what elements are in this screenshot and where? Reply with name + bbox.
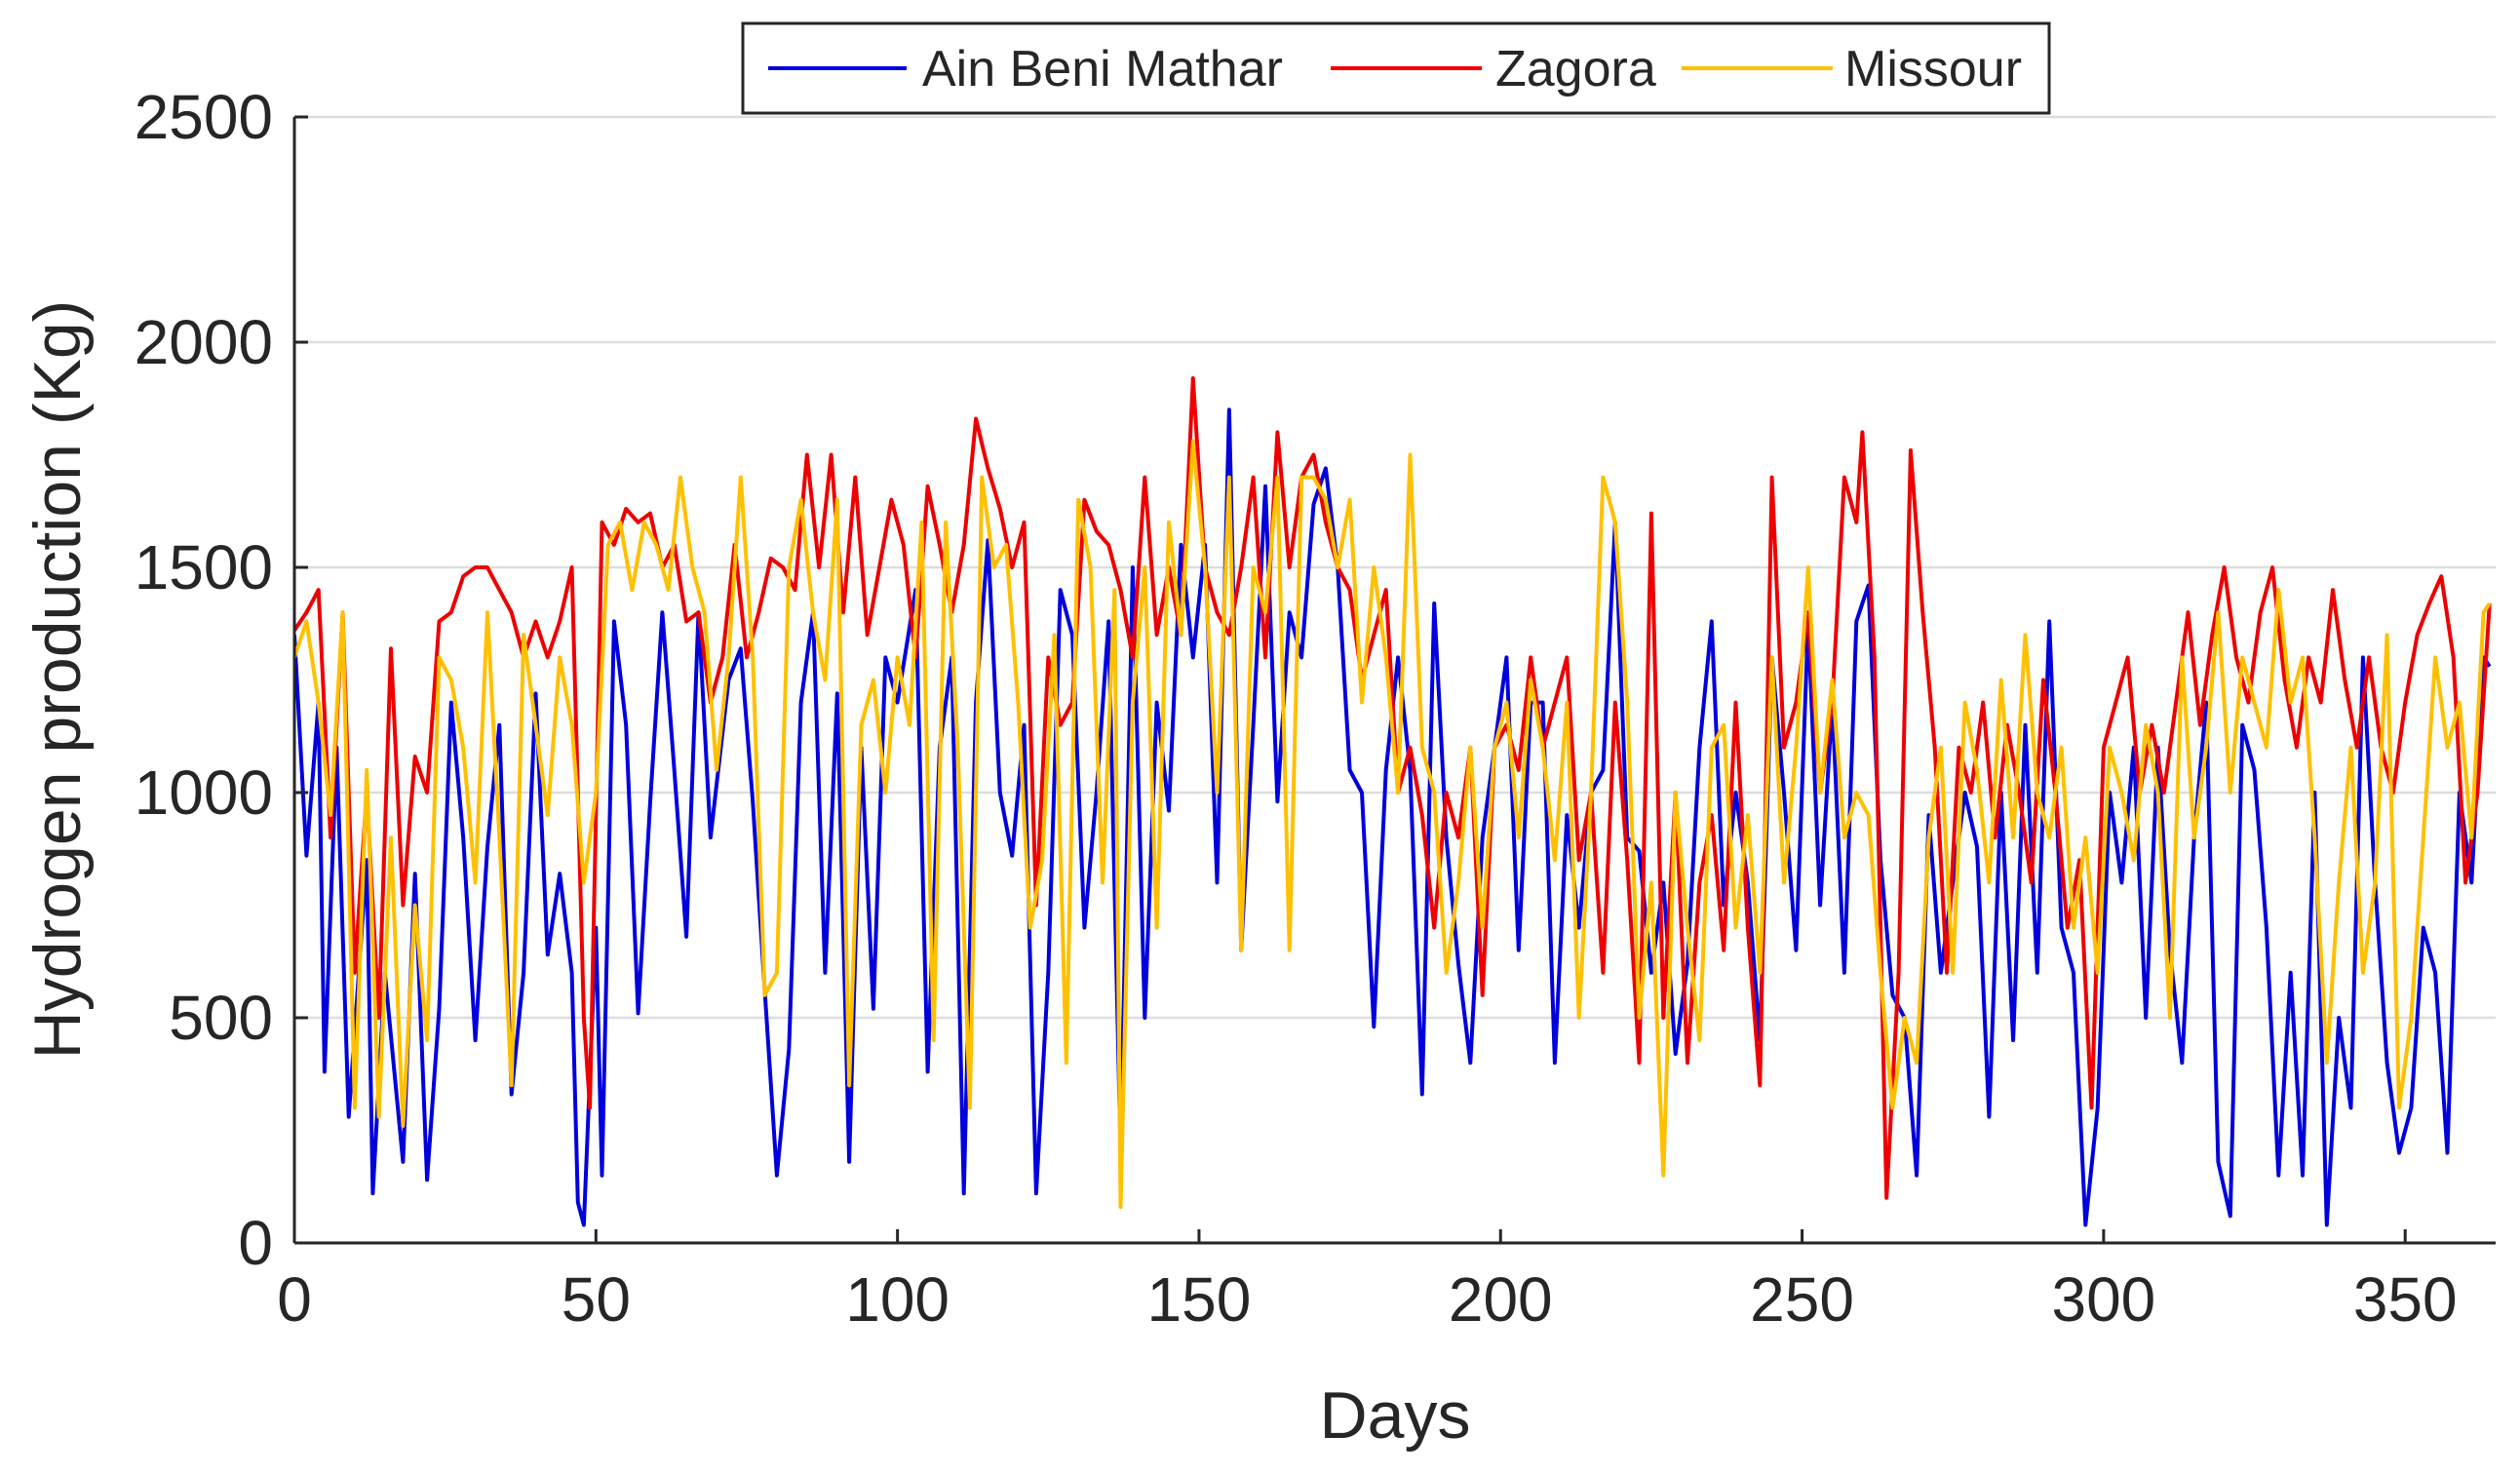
legend-label-zagora: Zagora: [1495, 41, 1656, 97]
x-tick-label: 0: [277, 1264, 312, 1335]
x-tick-label: 100: [845, 1264, 950, 1335]
x-tick-label: 350: [2353, 1264, 2458, 1335]
series-line-missour: [294, 439, 2492, 1209]
legend-label-ain-beni-mathar: Ain Beni Mathar: [922, 41, 1283, 97]
x-ticks: 0 50 100 150 200 250 300 350: [277, 1229, 2458, 1335]
series-layer: [294, 376, 2492, 1227]
y-ticks: 0 500 1000 1500 2000 2500: [135, 82, 308, 1278]
legend-label-missour: Missour: [1844, 41, 2022, 97]
x-tick-label: 200: [1449, 1264, 1553, 1335]
x-tick-label: 150: [1147, 1264, 1252, 1335]
y-tick-label: 2000: [135, 307, 273, 377]
x-tick-label: 250: [1750, 1264, 1854, 1335]
x-tick-label: 300: [2051, 1264, 2155, 1335]
x-axis-title: Days: [1320, 1378, 1471, 1453]
legend: Ain Beni Mathar Zagora Missour: [741, 21, 2051, 115]
y-tick-label: 1000: [135, 757, 273, 828]
x-tick-label: 50: [562, 1264, 631, 1335]
y-tick-label: 2500: [135, 82, 273, 152]
y-tick-label: 1500: [135, 532, 273, 602]
plot-area: [294, 376, 2492, 1227]
y-axis-title: Hydrogen production (Kg): [20, 300, 95, 1060]
y-tick-label: 0: [238, 1208, 273, 1278]
axes: [292, 117, 2496, 1245]
y-tick-label: 500: [169, 983, 273, 1053]
